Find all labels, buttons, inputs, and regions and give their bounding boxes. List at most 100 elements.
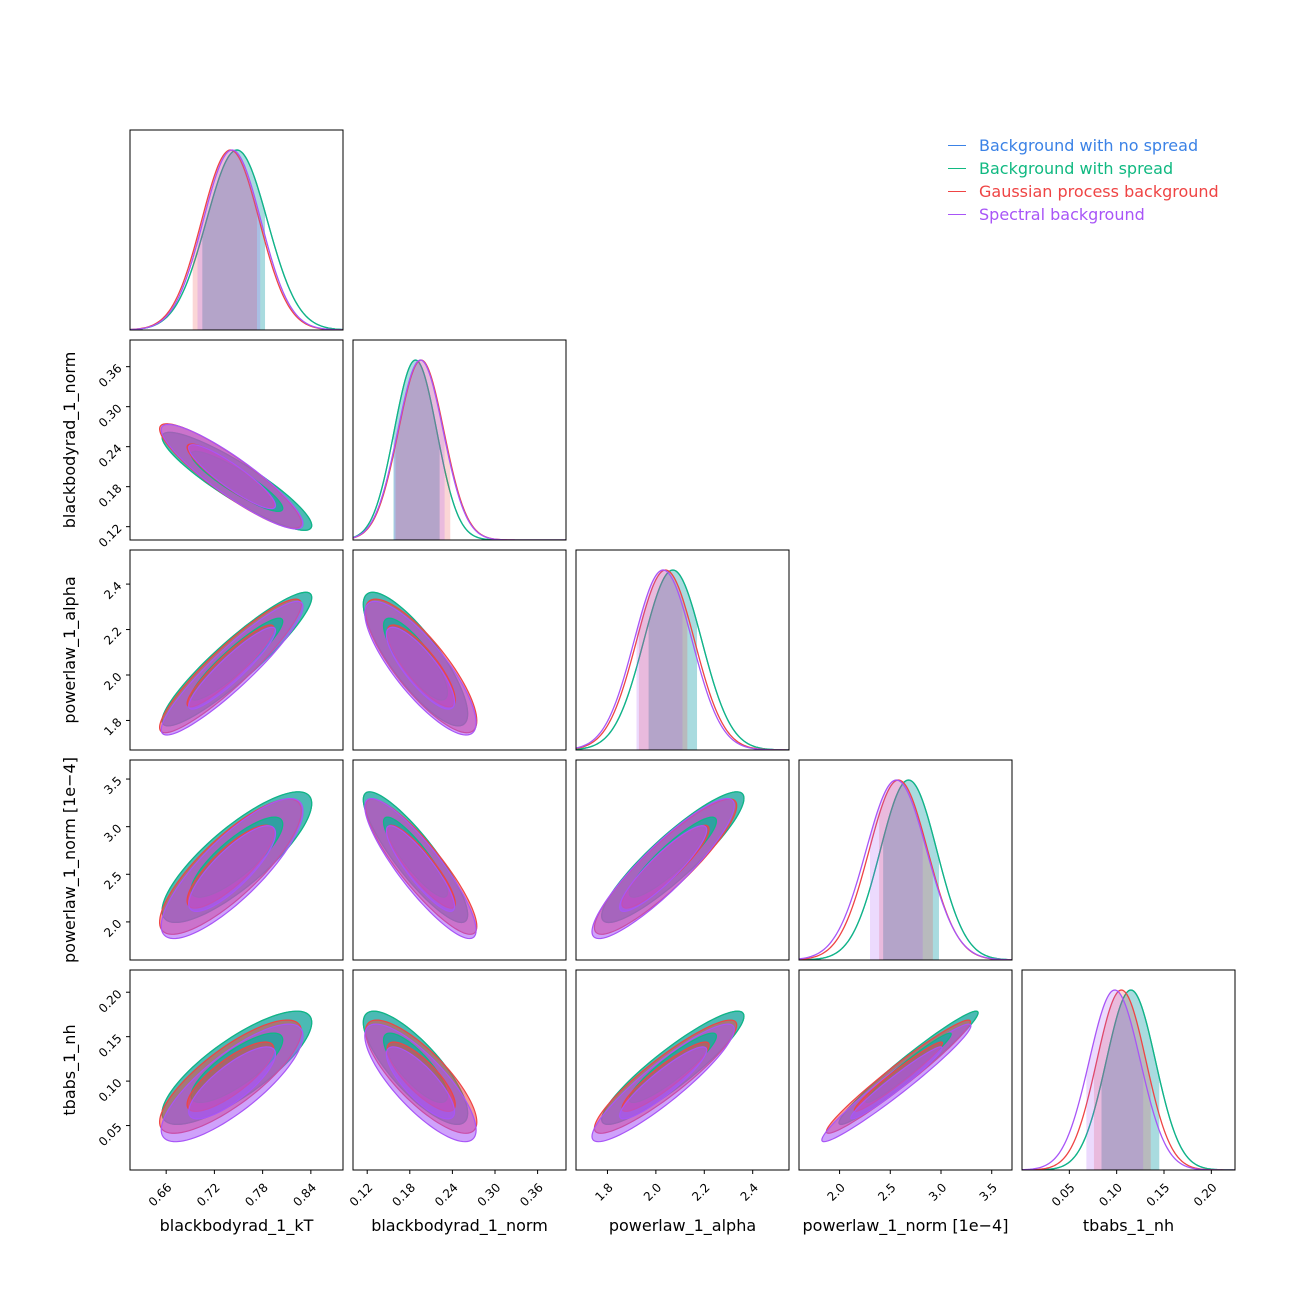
density-curve-1 <box>130 149 343 330</box>
panel-0-0 <box>129 129 344 331</box>
contour-series-3 <box>188 444 277 510</box>
credible-band-3 <box>1086 990 1144 1170</box>
panel-4-2: 1.8 2.0 2.2 2.4 powerlaw_1_alpha <box>575 969 790 1236</box>
panel-4-4: 0.05 0.10 0.15 0.20 tbabs_1_nh <box>1021 969 1236 1236</box>
contour-series-3 <box>188 825 277 913</box>
y-tick-label: 0.15 <box>96 1031 125 1060</box>
density-curve-1 <box>576 569 789 750</box>
legend-label: Gaussian process background <box>979 182 1219 201</box>
x-tick-label: 0.66 <box>146 1180 175 1209</box>
panel-2-0: 1.8 2.0 2.2 2.4 powerlaw_1_alpha <box>60 549 344 751</box>
credible-band-3 <box>394 360 445 540</box>
panel-frame <box>798 969 1013 1171</box>
panel-frame <box>1021 969 1236 1171</box>
credible-band-1 <box>393 360 440 540</box>
panel-4-0: 0.66 0.72 0.78 0.84 blackbodyrad_1_kT 0.05 0.1… <box>60 969 344 1236</box>
y-tick-label: 0.05 <box>96 1120 125 1149</box>
density-curve-3 <box>799 779 1012 960</box>
y-tick-label: 0.24 <box>96 441 125 470</box>
panel-frame <box>575 969 790 1171</box>
panel-3-0: 2.0 2.5 3.0 3.5 powerlaw_1_norm [1e−4] <box>60 757 344 963</box>
panel-frame <box>352 969 567 1171</box>
y-tick-label: 1.8 <box>101 715 124 738</box>
density-curve-1 <box>799 779 1012 960</box>
x-tick-label: 0.78 <box>242 1180 271 1209</box>
legend-label: Background with no spread <box>979 136 1199 155</box>
panel-frame <box>129 969 344 1171</box>
x-tick-label: 0.84 <box>290 1180 319 1209</box>
legend-item-series-0: Background with no spread <box>948 134 1219 157</box>
y-tick-label: 0.12 <box>96 521 125 550</box>
contour-series-3 <box>618 1046 708 1120</box>
contour-series-3 <box>385 825 456 913</box>
panel-2-1 <box>352 549 567 751</box>
panel-2-2 <box>575 549 790 751</box>
x-tick-label: 3.5 <box>977 1180 1000 1203</box>
density-curve-0 <box>353 359 566 540</box>
legend: Background with no spread Background wit… <box>948 134 1219 226</box>
x-tick-label: 0.12 <box>347 1180 376 1209</box>
panel-frame <box>129 549 344 751</box>
panel-1-1 <box>352 339 567 541</box>
x-axis-label: tbabs_1_nh <box>1083 1216 1174 1236</box>
x-tick-label: 0.18 <box>389 1180 418 1209</box>
credible-band-0 <box>202 150 266 330</box>
y-tick-label: 2.0 <box>101 917 124 940</box>
y-axis-label: blackbodyrad_1_norm <box>60 352 80 529</box>
x-tick-label: 1.8 <box>592 1180 615 1203</box>
y-tick-label: 2.5 <box>101 869 124 892</box>
x-tick-label: 0.15 <box>1144 1180 1173 1209</box>
panel-3-3 <box>798 759 1013 961</box>
panel-3-1 <box>352 759 567 961</box>
credible-band-2 <box>395 360 451 540</box>
contour-series-3 <box>188 1046 277 1120</box>
x-tick-label: 0.72 <box>194 1180 223 1209</box>
density-curve-3 <box>130 149 343 330</box>
y-tick-label: 2.4 <box>101 579 124 602</box>
contour-series-3 <box>385 1046 456 1120</box>
y-tick-label: 2.2 <box>101 624 124 647</box>
credible-band-3 <box>197 150 261 330</box>
y-tick-label: 0.30 <box>96 401 125 430</box>
x-tick-label: 0.36 <box>517 1180 546 1209</box>
x-tick-label: 0.10 <box>1096 1180 1125 1209</box>
contour-series-3 <box>385 626 456 710</box>
panel-frame <box>575 549 790 751</box>
y-tick-label: 3.5 <box>101 774 124 797</box>
density-curve-3 <box>576 569 789 750</box>
x-tick-label: 0.30 <box>475 1180 504 1209</box>
credible-band-0 <box>1101 990 1160 1170</box>
density-curve-3 <box>353 359 566 540</box>
credible-band-1 <box>202 150 266 330</box>
y-axis-label: powerlaw_1_alpha <box>60 576 80 723</box>
legend-swatch <box>948 191 966 192</box>
legend-item-series-3: Spectral background <box>948 203 1219 226</box>
y-tick-label: 0.20 <box>96 987 125 1016</box>
x-tick-label: 2.5 <box>875 1180 898 1203</box>
legend-item-series-2: Gaussian process background <box>948 180 1219 203</box>
panel-frame <box>575 759 790 961</box>
credible-band-0 <box>393 360 440 540</box>
legend-swatch <box>948 214 966 215</box>
legend-item-series-1: Background with spread <box>948 157 1219 180</box>
panel-frame <box>352 549 567 751</box>
x-axis-label: blackbodyrad_1_norm <box>371 1216 548 1236</box>
contour-series-3 <box>188 626 277 710</box>
panel-frame <box>798 759 1013 961</box>
contour-series-3 <box>850 1046 943 1120</box>
panel-frame <box>129 129 344 331</box>
panel-frame <box>129 759 344 961</box>
x-axis-label: blackbodyrad_1_kT <box>160 1216 314 1236</box>
credible-band-0 <box>883 780 939 960</box>
y-tick-label: 0.10 <box>96 1076 125 1105</box>
panel-frame <box>352 339 567 541</box>
panel-frame <box>352 759 567 961</box>
y-tick-label: 2.0 <box>101 670 124 693</box>
legend-swatch <box>948 168 966 169</box>
legend-label: Background with spread <box>979 159 1174 178</box>
x-axis-label: powerlaw_1_alpha <box>609 1216 756 1236</box>
y-tick-label: 0.36 <box>96 361 125 390</box>
credible-band-3 <box>636 570 683 750</box>
x-tick-label: 3.0 <box>926 1180 949 1203</box>
